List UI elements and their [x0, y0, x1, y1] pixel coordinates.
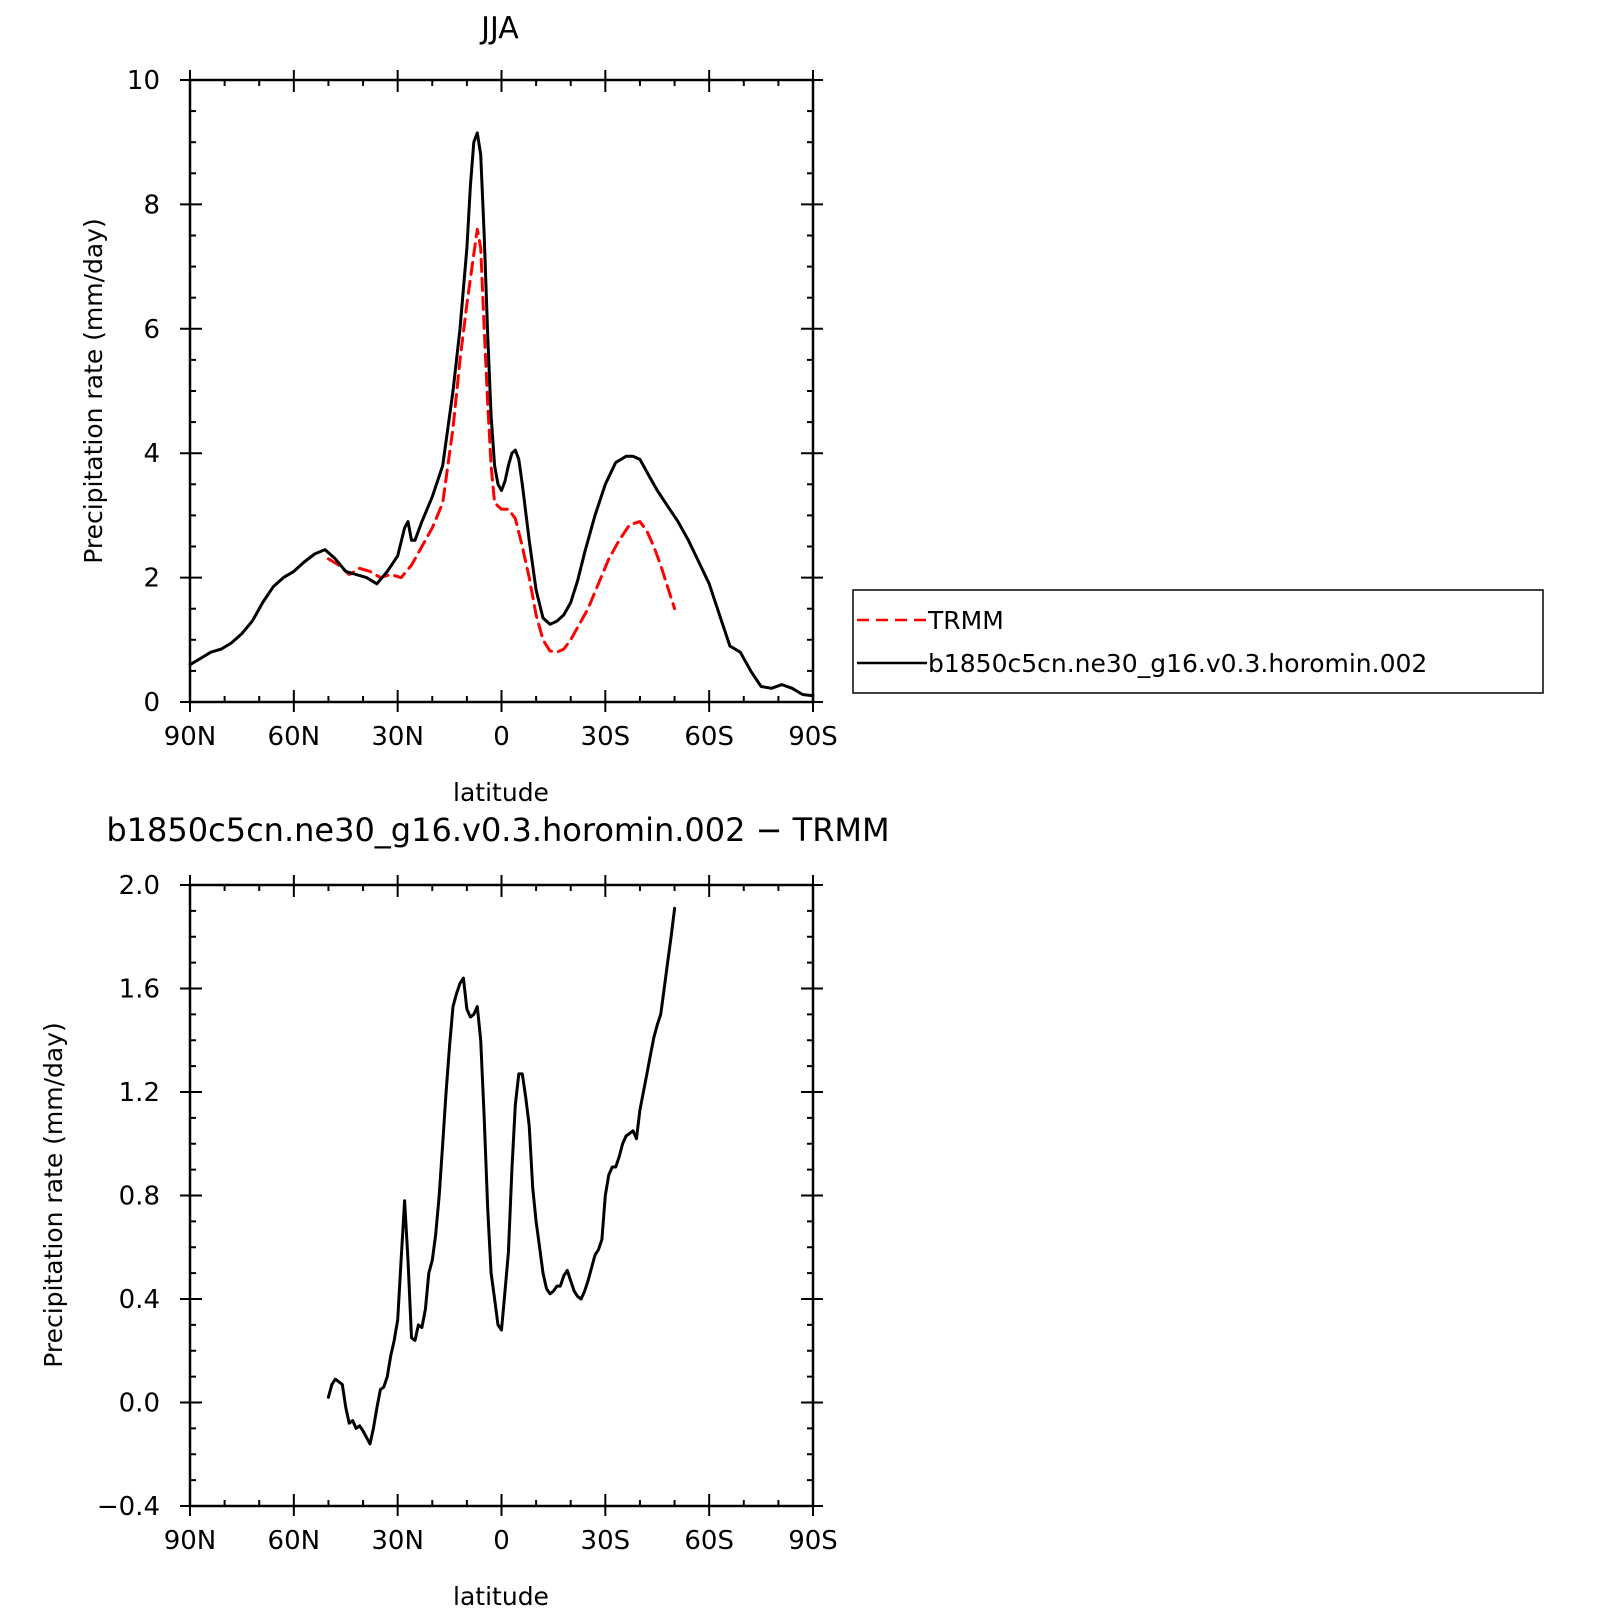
tick-marks	[180, 70, 823, 712]
y-tick-label: 2.0	[119, 871, 160, 901]
x-tick-label: 30N	[371, 722, 424, 752]
y-tick-label: 0.4	[119, 1285, 160, 1315]
x-tick-label: 30N	[371, 1526, 424, 1556]
tick-marks	[180, 875, 823, 1516]
x-tick-label: 30S	[581, 1526, 631, 1556]
series-line-0	[326, 227, 677, 654]
series-line-1	[188, 131, 815, 698]
x-tick-label: 90N	[164, 722, 217, 752]
y-tick-label: 10	[127, 66, 160, 96]
y-tick-label: 2	[143, 564, 160, 594]
legend-label-trmm: TRMM	[927, 606, 1004, 635]
x-axis-label: latitude	[453, 1582, 549, 1608]
y-tick-label: −0.4	[97, 1492, 160, 1522]
y-tick-labels: −0.4 0.0 0.4 0.8 1.2 1.6 2.0	[97, 871, 160, 1522]
y-tick-label: 1.6	[119, 975, 160, 1005]
x-tick-label: 30S	[581, 722, 631, 752]
plot-frame	[188, 883, 815, 1508]
x-tick-label: 90S	[788, 722, 838, 752]
chart-series-layer	[326, 906, 677, 1446]
x-tick-label: 60N	[268, 722, 321, 752]
x-axis-label: latitude	[453, 778, 549, 807]
y-tick-label: 1.2	[119, 1078, 160, 1108]
legend: TRMM b1850c5cn.ne30_g16.v0.3.horomin.002	[852, 589, 1544, 694]
x-tick-label: 0	[493, 1526, 510, 1556]
y-tick-labels: 0 2 4 6 8 10	[127, 66, 160, 718]
top-chart-panel: JJA 90N 60N 30N 0 30S 60S 90S 0 2 4 6 8 10 latitude…	[79, 11, 1544, 807]
y-tick-label: 4	[143, 439, 160, 469]
legend-label-model: b1850c5cn.ne30_g16.v0.3.horomin.002	[928, 649, 1427, 678]
x-tick-label: 60N	[268, 1526, 321, 1556]
x-tick-label: 90N	[164, 1526, 217, 1556]
x-tick-label: 90S	[788, 1526, 838, 1556]
x-tick-labels: 90N 60N 30N 0 30S 60S 90S	[164, 1526, 838, 1556]
chart-title: b1850c5cn.ne30_g16.v0.3.horomin.002 − TR…	[106, 811, 889, 849]
y-tick-label: 8	[143, 190, 160, 220]
series-line-0	[326, 906, 677, 1446]
y-tick-label: 0	[143, 688, 160, 718]
chart-title: JJA	[479, 11, 519, 46]
chart-series-layer	[188, 131, 815, 698]
x-tick-label: 60S	[684, 722, 734, 752]
x-tick-label: 60S	[684, 1526, 734, 1556]
y-axis-label: Precipitation rate (mm/day)	[39, 1022, 68, 1368]
y-tick-label: 0.0	[119, 1389, 160, 1419]
bottom-chart-panel: b1850c5cn.ne30_g16.v0.3.horomin.002 − TR…	[39, 811, 890, 1608]
legend-box	[852, 589, 1544, 694]
y-tick-label: 6	[143, 315, 160, 345]
plot-frame	[188, 78, 815, 704]
y-axis-label: Precipitation rate (mm/day)	[79, 218, 108, 564]
y-tick-label: 0.8	[119, 1182, 160, 1212]
x-tick-label: 0	[493, 722, 510, 752]
x-tick-labels: 90N 60N 30N 0 30S 60S 90S	[164, 722, 838, 752]
